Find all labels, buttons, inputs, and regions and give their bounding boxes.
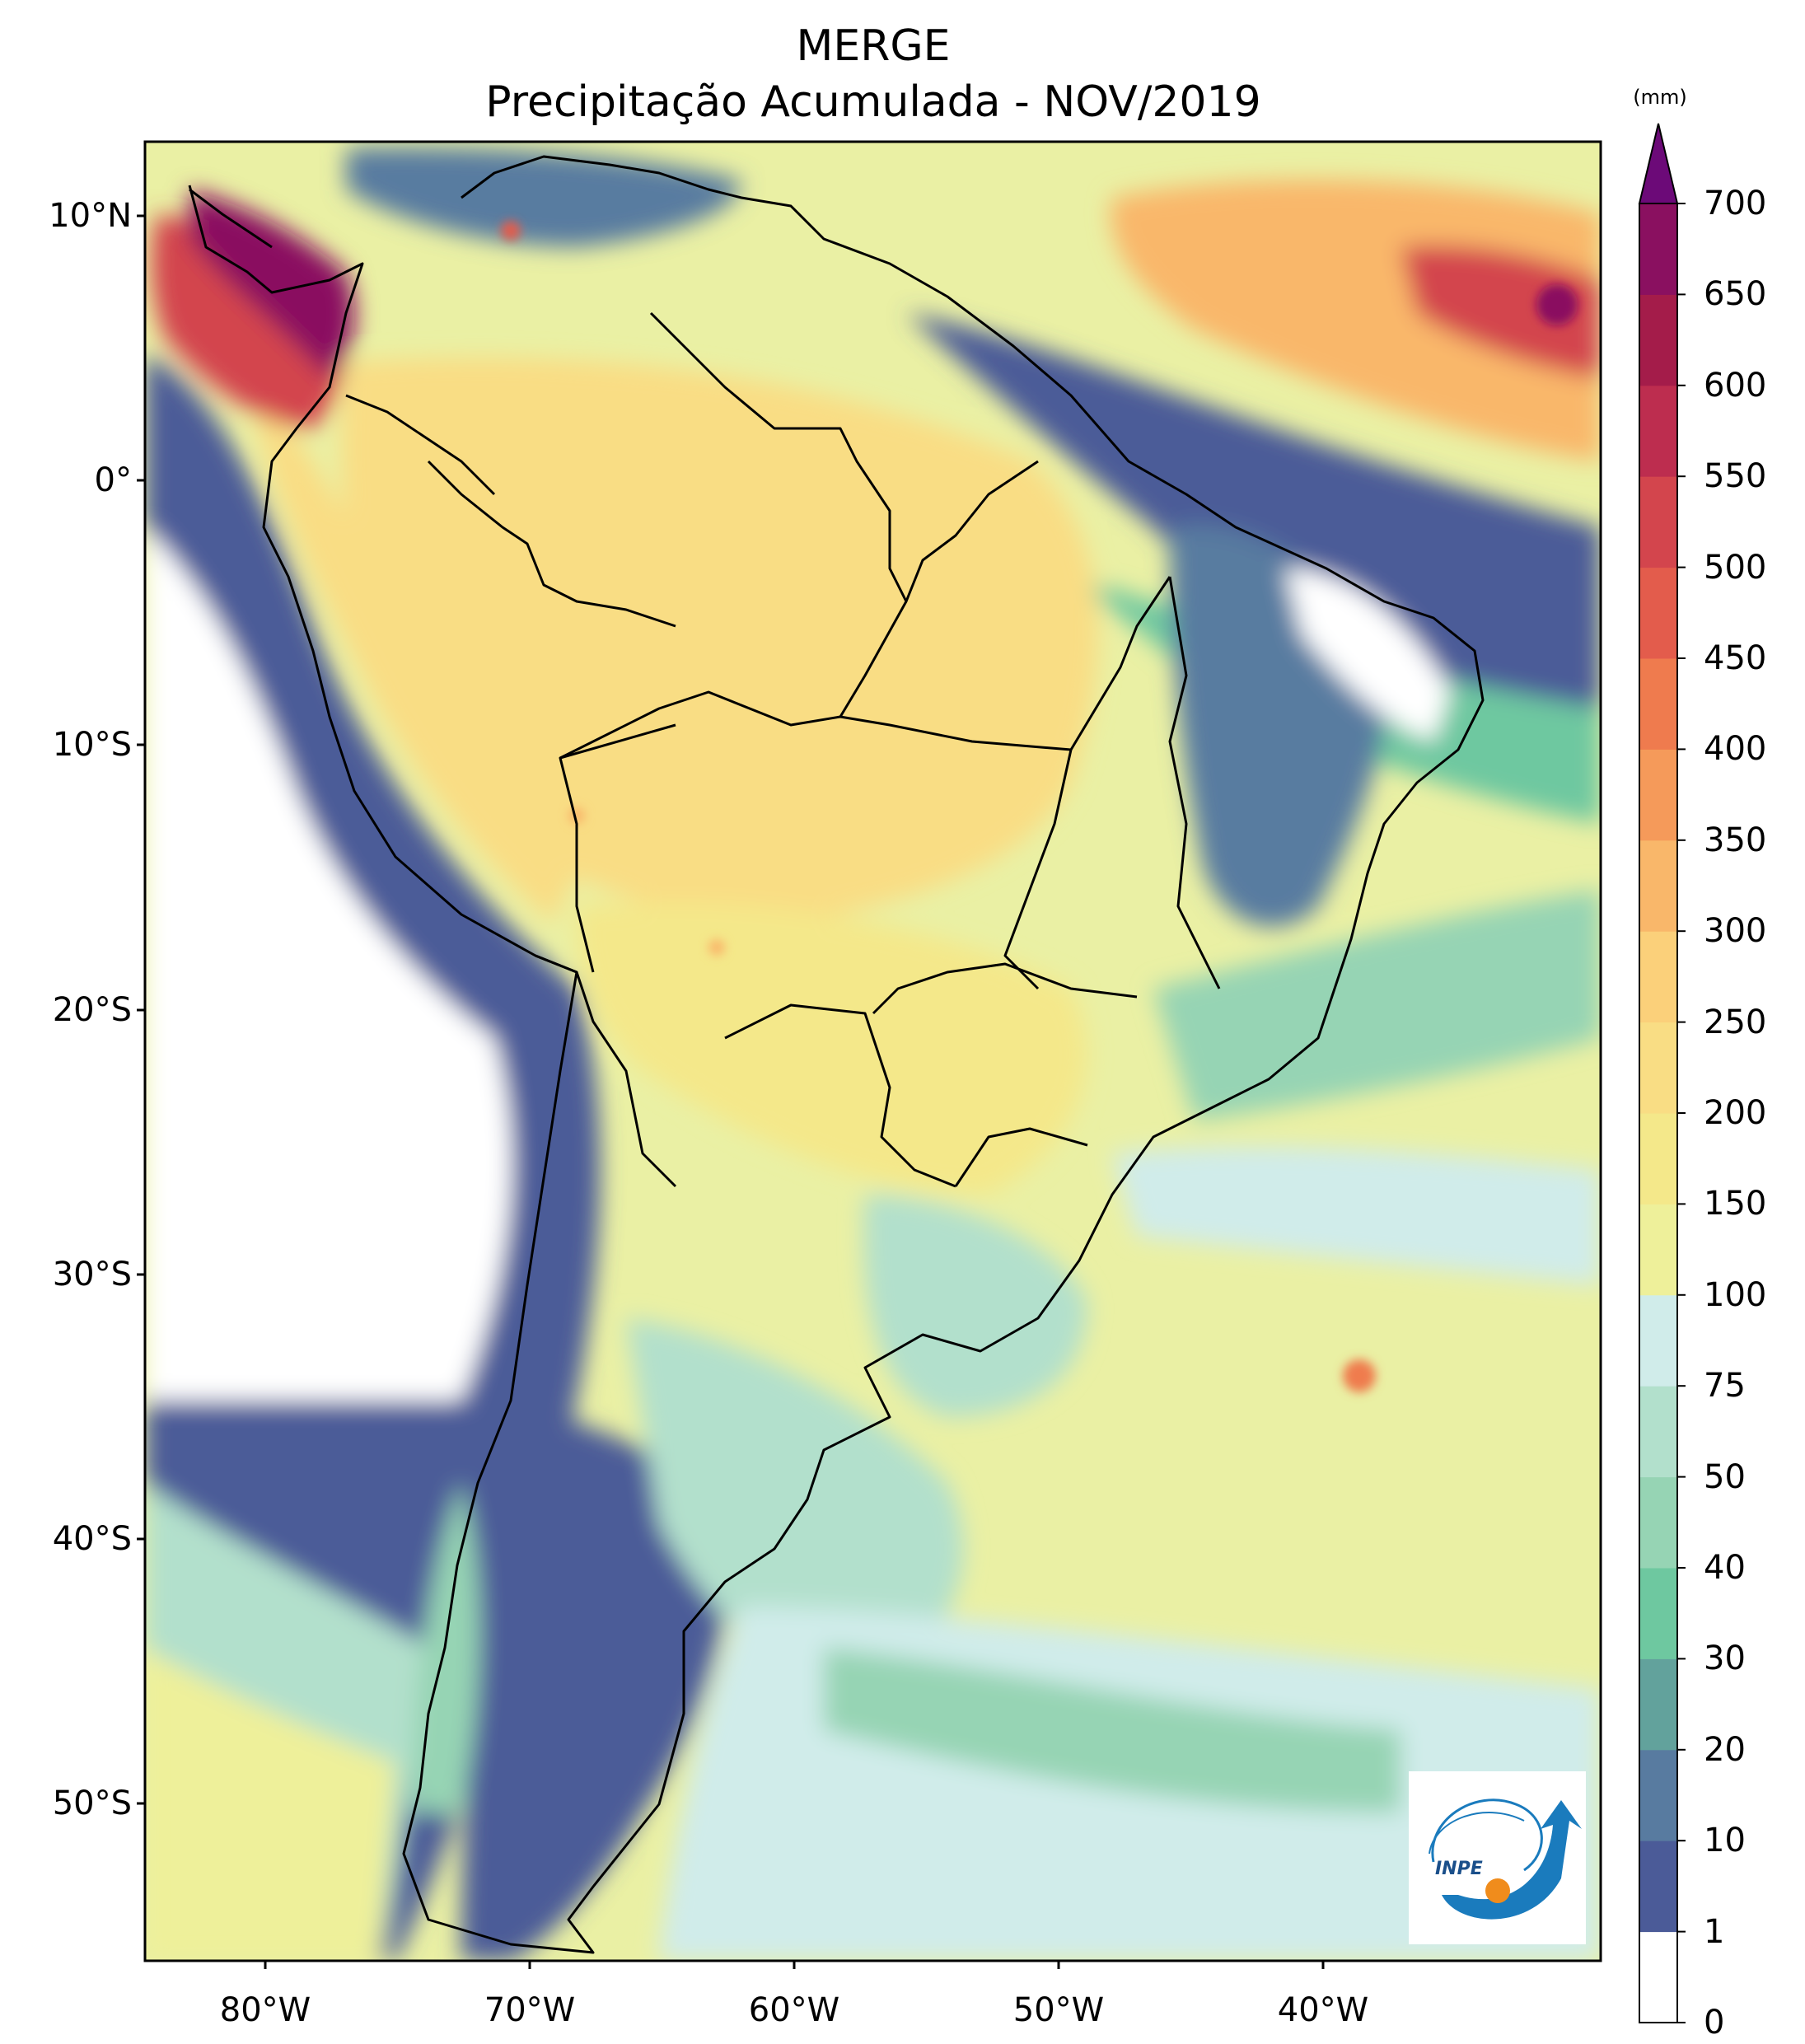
lon-label-70w: 70°W (484, 1991, 576, 2029)
coastline-borders (188, 155, 1485, 1954)
colorbar-segment-1 (1639, 1841, 1677, 1933)
map-title: MERGE (796, 21, 951, 71)
map-subtitle: Precipitação Acumulada - NOV/2019 (485, 77, 1261, 127)
lat-label-0: 0° (94, 461, 132, 499)
colorbar-segment-450 (1639, 567, 1677, 659)
lat-label-10n: 10°N (49, 197, 132, 235)
colorbar-label-30: 30 (1704, 1639, 1746, 1678)
colorbar-segment-20 (1639, 1658, 1677, 1751)
colorbar-label-1: 1 (1704, 1912, 1725, 1951)
colorbar-label-500: 500 (1704, 548, 1767, 587)
colorbar-segment-300 (1639, 840, 1677, 932)
colorbar-label-100: 100 (1704, 1275, 1767, 1314)
colorbar-segment-10 (1639, 1749, 1677, 1841)
colorbar-segment-650 (1639, 203, 1677, 295)
colorbar-label-75: 75 (1704, 1367, 1746, 1406)
colorbar-label-300: 300 (1704, 912, 1767, 951)
colorbar-extend-arrow (1638, 123, 1679, 204)
colorbar (1638, 123, 1686, 2023)
precipitation-field (145, 142, 1601, 1961)
colorbar-segment-75 (1639, 1294, 1677, 1387)
colorbar-segment-0 (1639, 1931, 1677, 2023)
colorbar-label-350: 350 (1704, 821, 1767, 859)
colorbar-label-700: 700 (1704, 185, 1767, 222)
colorbar-label-50: 50 (1704, 1457, 1746, 1496)
colorbar-segment-150 (1639, 1113, 1677, 1204)
inpe-logo-icon: INPE (1429, 1798, 1582, 1920)
lat-label-20s: 20°S (52, 991, 132, 1029)
colorbar-segment-500 (1639, 476, 1677, 568)
inpe-logo: INPE (1409, 1771, 1586, 1944)
colorbar-label-250: 250 (1704, 1003, 1767, 1041)
colorbar-label-200: 200 (1704, 1094, 1767, 1132)
lat-label-40s: 40°S (52, 1520, 132, 1558)
colorbar-segment-50 (1639, 1386, 1677, 1478)
inpe-logo-text: INPE (1435, 1859, 1483, 1879)
colorbar-segment-200 (1639, 1022, 1677, 1114)
lon-ticks (264, 1961, 1325, 1969)
lon-label-40w: 40°W (1277, 1991, 1369, 2029)
lat-ticks (137, 214, 145, 1805)
lon-label-80w: 80°W (219, 1991, 311, 2029)
lat-label-30s: 30°S (52, 1256, 132, 1293)
colorbar-label-650: 650 (1704, 275, 1767, 314)
colorbar-label-150: 150 (1704, 1185, 1767, 1223)
colorbar-label-450: 450 (1704, 639, 1767, 677)
colorbar-label-400: 400 (1704, 730, 1767, 769)
colorbar-label-20: 20 (1704, 1730, 1746, 1769)
colorbar-segment-40 (1639, 1476, 1677, 1569)
lat-label-10s: 10°S (52, 726, 132, 764)
colorbar-segment-400 (1639, 658, 1677, 750)
colorbar-segment-550 (1639, 385, 1677, 477)
colorbar-segment-30 (1639, 1568, 1677, 1659)
colorbar-label-550: 550 (1704, 457, 1767, 496)
colorbar-segment-600 (1639, 294, 1677, 386)
colorbar-label-40: 40 (1704, 1549, 1746, 1587)
colorbar-label-600: 600 (1704, 366, 1767, 405)
colorbar-segment-100 (1639, 1204, 1677, 1296)
colorbar-label-0: 0 (1704, 2004, 1725, 2042)
lat-label-50s: 50°S (52, 1784, 132, 1822)
colorbar-unit: (mm) (1633, 86, 1687, 109)
lon-label-60w: 60°W (748, 1991, 840, 2029)
colorbar-label-10: 10 (1704, 1822, 1746, 1860)
lon-label-50w: 50°W (1012, 1991, 1105, 2029)
map-frame (143, 140, 1602, 1962)
colorbar-segment-350 (1639, 749, 1677, 841)
colorbar-segment-250 (1639, 931, 1677, 1023)
